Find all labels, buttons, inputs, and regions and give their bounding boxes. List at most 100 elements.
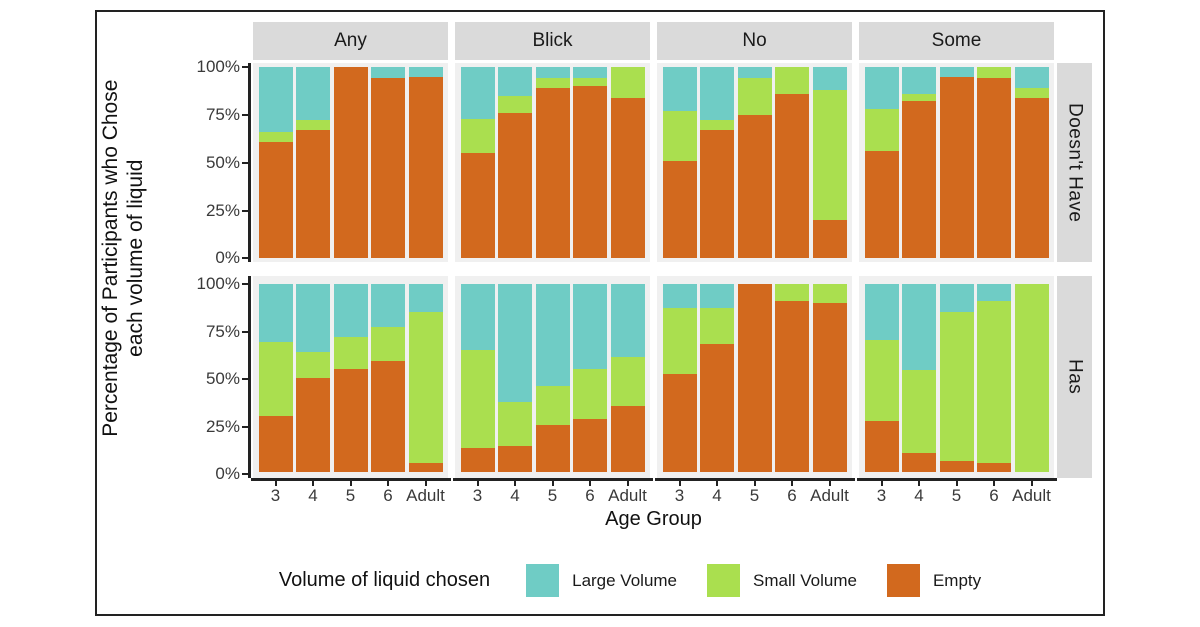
facet-label: Doesn't Have (1064, 102, 1086, 223)
y-tick-mark (242, 66, 248, 68)
stacked-bar-age-adult (610, 67, 645, 258)
bar-segment-large (864, 67, 899, 110)
bar-segment-small (977, 67, 1011, 79)
bar-segment-large (498, 284, 532, 403)
bar-segment-empty (573, 419, 607, 472)
bar-segment-small (610, 357, 645, 407)
bar-segment-empty (902, 101, 936, 258)
facet-strip-no: No (657, 22, 852, 60)
facet-panel (657, 276, 852, 478)
x-tick-labels: 3 4 5 6 Adult (253, 486, 448, 506)
bar-segment-empty (296, 378, 330, 472)
bar-segment-empty (737, 114, 772, 258)
x-tick-mark (716, 481, 718, 486)
bar-segment-empty (296, 130, 330, 258)
stacked-bar-age-4 (498, 67, 532, 258)
bar-segment-large (939, 284, 974, 313)
bar-segment-small (460, 349, 495, 448)
x-tick-label: 5 (749, 486, 760, 505)
x-tick-mark (349, 481, 352, 486)
stacked-bar-age-3 (460, 284, 495, 472)
y-tick-mark (242, 162, 248, 164)
bar-segment-large (610, 284, 645, 358)
bar-segment-small (700, 308, 734, 345)
x-axis-line (857, 478, 1057, 481)
facet-panel (253, 63, 448, 262)
bar-segment-empty (812, 219, 847, 258)
bar-segment-small (902, 93, 936, 102)
bar-segment-large (573, 67, 607, 79)
bar-segment-small (573, 78, 607, 87)
bar-segment-small (535, 385, 570, 425)
bar-segment-large (460, 67, 495, 119)
bar-segment-small (333, 336, 368, 369)
bar-segment-small (371, 327, 405, 362)
y-tick-label: 75% (205, 105, 240, 124)
bar-segment-small (737, 78, 772, 115)
bar-segment-large (812, 67, 847, 90)
x-tick-label: 6 (585, 486, 595, 505)
x-tick-mark (274, 481, 277, 486)
facet-panel (859, 276, 1054, 478)
bar-segment-large (296, 284, 330, 352)
bar-segment-small (498, 95, 532, 113)
bar-segment-large (737, 67, 772, 79)
x-tick-label: 4 (712, 486, 722, 505)
x-tick-label: 3 (674, 486, 685, 505)
legend-item-label: Empty (932, 570, 982, 590)
x-tick-mark (551, 481, 554, 486)
bar-segment-empty (408, 462, 443, 472)
bar-segment-small (662, 308, 697, 375)
bar-segment-large (977, 284, 1011, 301)
bar-segment-empty (573, 86, 607, 258)
facet-panel (455, 276, 650, 478)
bar-segment-empty (610, 97, 645, 258)
y-tick-mark (242, 210, 248, 212)
stacked-bar-age-4 (902, 67, 936, 258)
x-tick-label: 5 (547, 486, 558, 505)
y-tick-label: 100% (196, 274, 240, 293)
facet-label: Blick (532, 30, 573, 51)
bar-segment-large (1014, 67, 1049, 89)
bar-segment-empty (737, 284, 772, 472)
bar-segment-large (864, 284, 899, 341)
bar-segment-large (258, 284, 293, 343)
bar-segment-small (812, 284, 847, 303)
bar-segment-small (775, 67, 809, 94)
bars-group (861, 67, 1052, 258)
legend-item-label: Small Volume (753, 570, 857, 590)
stacked-bar-age-5 (737, 284, 772, 472)
stacked-bar-age-4 (902, 284, 936, 472)
bar-segment-large (258, 67, 293, 132)
bar-segment-empty (371, 78, 405, 258)
legend-item-label: Large Volume (572, 570, 678, 590)
y-tick-label: 75% (205, 321, 240, 341)
bar-segment-small (498, 402, 532, 446)
facet-label: Any (334, 30, 367, 51)
x-tick-labels: 3 4 5 6 Adult (859, 486, 1054, 506)
bar-segment-empty (864, 151, 899, 258)
stacked-bar-age-6 (775, 67, 809, 258)
bar-segment-empty (498, 445, 532, 472)
x-tick-label: 3 (472, 486, 483, 505)
x-tick-mark (678, 481, 681, 486)
facet-panel (859, 63, 1054, 262)
bar-segment-small (408, 312, 443, 463)
stacked-bar-age-6 (775, 284, 809, 472)
bar-segment-large (700, 67, 734, 121)
bar-segment-empty (333, 368, 368, 472)
legend-item-large-volume: Large Volume (526, 564, 677, 597)
x-tick-label: 4 (308, 486, 318, 505)
x-tick-label: Adult (406, 486, 445, 505)
bar-segment-small (812, 89, 847, 220)
stacked-bar-age-3 (662, 284, 697, 472)
y-tick-label: 25% (205, 416, 240, 436)
y-tick-mark (242, 114, 248, 116)
bar-segment-empty (333, 67, 368, 258)
bar-segment-empty (258, 415, 293, 472)
legend-title: Volume of liquid chosen (278, 569, 491, 591)
y-axis-title: Percentage of Participants who Chose eac… (98, 79, 147, 437)
x-tick-label: 5 (951, 486, 962, 505)
bar-segment-empty (460, 447, 495, 472)
x-tick-mark (514, 481, 516, 486)
